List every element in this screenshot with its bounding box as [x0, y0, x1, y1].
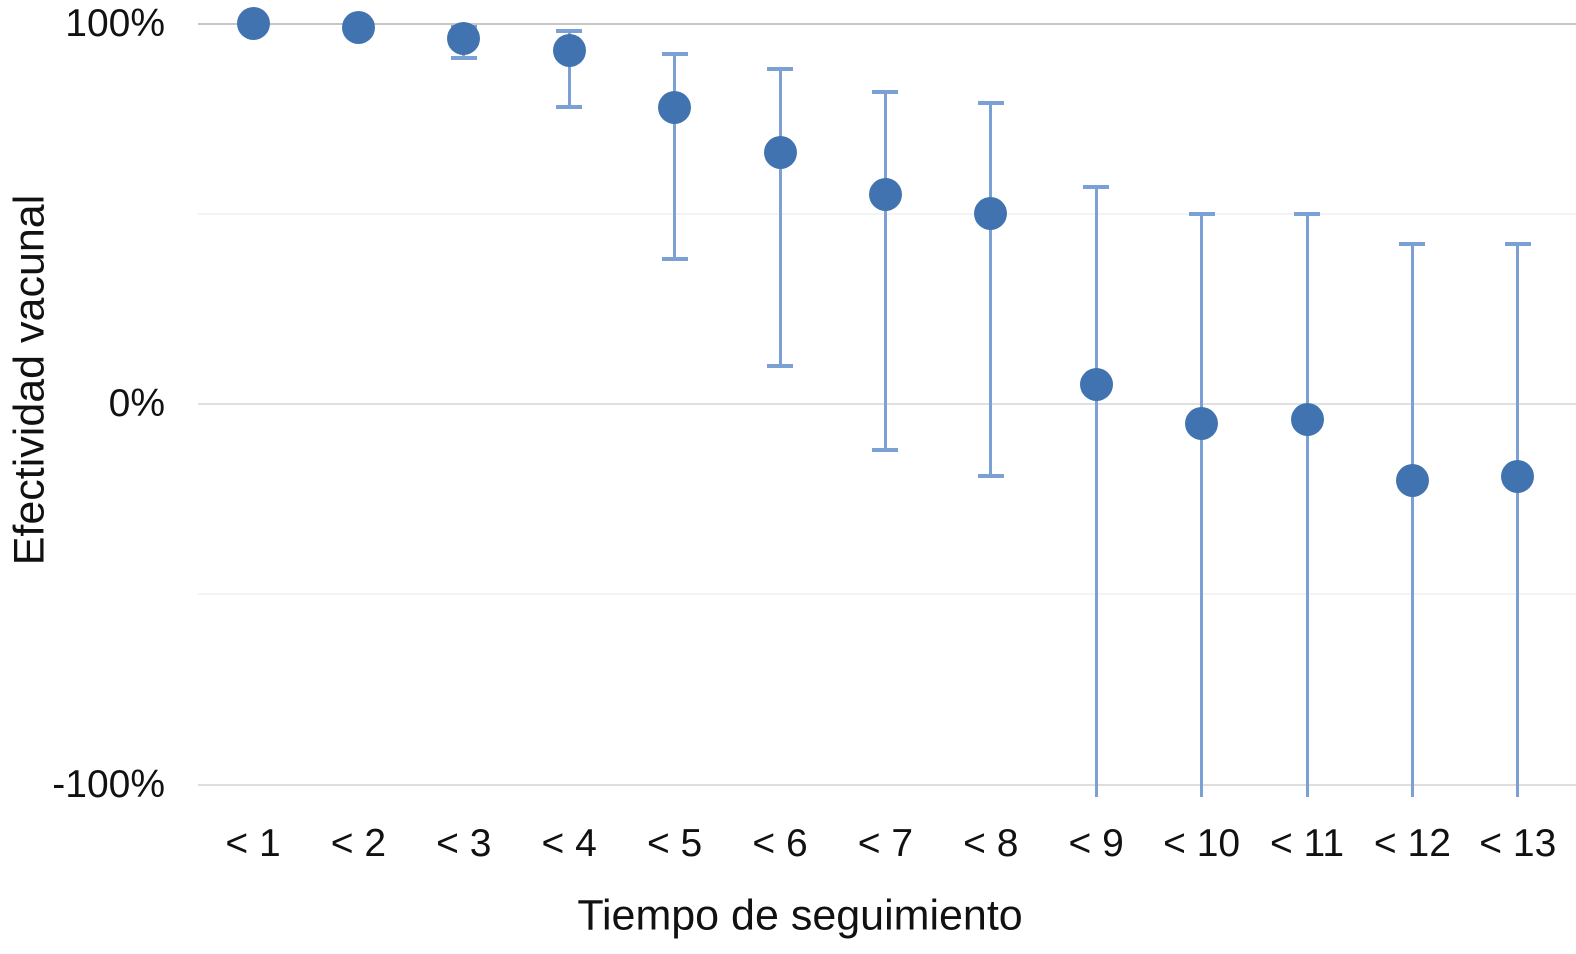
error-bar-cap-bottom — [661, 257, 688, 262]
error-bar-line — [778, 69, 782, 366]
x-axis-tick-label: < 8 — [963, 822, 1019, 865]
y-axis-tick-label: 0% — [108, 382, 165, 425]
gridline — [198, 212, 1576, 215]
error-bar-cap-top — [1188, 211, 1215, 216]
error-bar-cap-top — [556, 29, 583, 34]
x-axis-tick-label: < 7 — [857, 822, 914, 865]
gridline — [198, 783, 1576, 786]
x-axis-tick-label: < 1 — [225, 822, 281, 865]
x-axis-tick-label: < 6 — [752, 822, 808, 865]
error-bar-cap-top — [1083, 185, 1110, 190]
data-point-marker — [1185, 406, 1219, 440]
error-bar-cap-bottom — [450, 55, 477, 60]
x-axis-tick-label: < 12 — [1373, 822, 1451, 865]
error-bar-line — [1305, 213, 1309, 797]
gridline — [198, 22, 1576, 25]
error-bar-cap-top — [872, 89, 899, 94]
data-point-marker — [1395, 463, 1429, 497]
x-axis-tick-label: < 4 — [541, 822, 597, 865]
error-bar-cap-top — [977, 101, 1004, 106]
error-bar-cap-top — [1294, 211, 1320, 216]
error-bar-cap-top — [1399, 242, 1426, 247]
error-bar-line — [1410, 244, 1414, 797]
gridline — [198, 403, 1576, 405]
data-point-marker — [1290, 402, 1324, 436]
data-point-marker — [1501, 459, 1535, 493]
data-point-marker — [341, 10, 375, 44]
error-bar-cap-top — [1504, 242, 1531, 247]
x-axis-tick-label: < 2 — [330, 822, 387, 865]
x-axis-tick-label: < 3 — [436, 822, 492, 865]
x-axis-tick-label: < 10 — [1163, 822, 1241, 865]
error-bar-line — [883, 91, 887, 450]
data-point-marker — [447, 22, 481, 56]
data-point-marker — [868, 178, 902, 212]
data-point-marker — [1079, 368, 1113, 402]
gridline — [198, 593, 1576, 596]
error-bar-cap-bottom — [872, 447, 899, 452]
error-bar-cap-top — [767, 67, 793, 72]
data-point-marker — [236, 7, 270, 40]
data-point-marker — [763, 136, 797, 170]
error-bar-cap-top — [661, 51, 688, 56]
data-point-marker — [974, 197, 1008, 231]
x-axis-tick-label: < 11 — [1269, 822, 1345, 865]
error-bar-line — [567, 31, 571, 108]
y-axis-title: Efectividad vacunal — [5, 194, 54, 566]
error-bar-cap-bottom — [977, 474, 1004, 479]
error-bar-line — [989, 103, 993, 477]
error-bar-line — [1516, 244, 1520, 797]
x-axis-tick-label: < 9 — [1068, 822, 1124, 865]
y-axis-tick-label: -100% — [52, 762, 165, 806]
x-axis-title: Tiempo de seguimiento — [577, 891, 1023, 940]
error-bar-cap-bottom — [767, 363, 793, 368]
error-bar-line — [1094, 187, 1098, 797]
error-bar-line — [673, 53, 677, 260]
x-axis-tick-label: < 13 — [1479, 822, 1557, 865]
x-axis-tick-label: < 5 — [646, 822, 703, 865]
y-axis-tick-label: 100% — [65, 1, 165, 45]
data-point-marker — [552, 33, 586, 67]
error-bar-line — [1200, 213, 1204, 797]
error-bar-cap-bottom — [556, 105, 583, 110]
data-point-marker — [658, 90, 692, 124]
